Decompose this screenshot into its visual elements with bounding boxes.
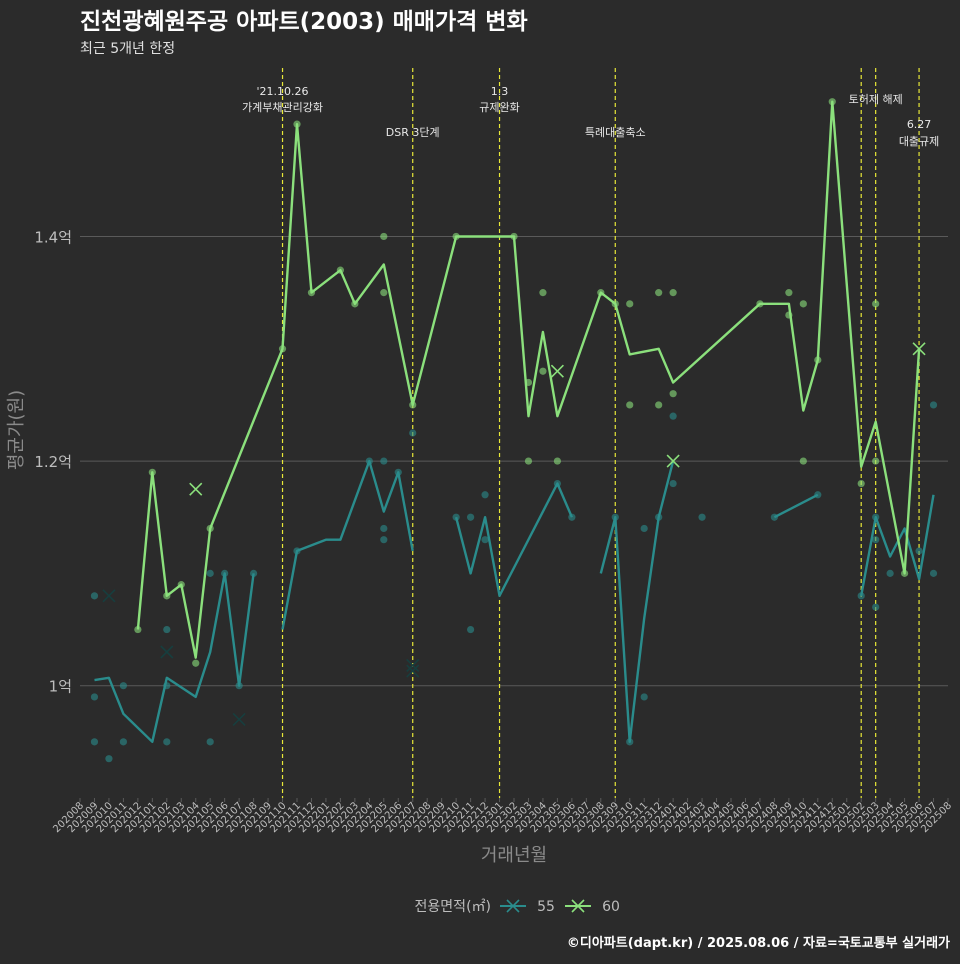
chart-title: 진천광혜원주공 아파트(2003) 매매가격 변화 <box>80 9 528 35</box>
data-point <box>785 289 793 297</box>
data-point <box>698 513 706 521</box>
data-point <box>250 569 258 577</box>
event-label: 가계부채관리강화 <box>242 101 323 114</box>
y-tick-label: 1억 <box>49 678 72 696</box>
data-point <box>90 738 99 746</box>
y-grid <box>80 235 948 687</box>
legend: 전용면적(㎡) 55 60 <box>415 899 620 915</box>
y-tick-label: 1.4억 <box>34 228 72 246</box>
event-label: 규제완화 <box>479 101 519 114</box>
event-label: 특례대출축소 <box>585 126 646 139</box>
data-point <box>872 457 880 465</box>
data-point <box>206 569 214 577</box>
cross-marker <box>102 589 116 603</box>
data-point <box>655 401 663 409</box>
data-point <box>192 659 200 667</box>
event-label: 6.27 <box>907 118 932 131</box>
series-line <box>136 100 921 659</box>
legend-cross <box>506 899 520 913</box>
event-label: 대출규제 <box>899 135 939 148</box>
data-point <box>119 738 127 746</box>
legend-label: 55 <box>537 899 555 915</box>
data-point <box>409 429 417 437</box>
data-point <box>669 479 677 488</box>
data-point <box>467 625 475 634</box>
data-point <box>380 536 388 544</box>
data-point <box>524 457 533 465</box>
series-line <box>773 493 819 519</box>
data-point <box>626 401 634 409</box>
legend-cross <box>571 899 585 913</box>
series-line <box>94 572 255 743</box>
footer-credit: ©디아파트(dapt.kr) / 2025.08.06 / 자료=국토교통부 실… <box>567 935 950 951</box>
data-point <box>886 569 894 577</box>
series-line <box>281 459 414 630</box>
data-point <box>90 592 99 600</box>
cross-marker <box>406 658 420 673</box>
cross-marker <box>666 454 680 468</box>
data-point <box>163 738 171 746</box>
event-label: '21.10.26 <box>257 85 309 98</box>
cross-marker <box>912 342 926 356</box>
data-point <box>655 289 663 297</box>
data-point <box>380 457 388 465</box>
data-point <box>206 738 214 746</box>
series-layer <box>90 98 938 763</box>
data-point <box>669 390 677 398</box>
data-point <box>539 367 547 375</box>
data-point <box>134 625 142 634</box>
data-point <box>481 491 489 499</box>
series-line <box>599 460 675 743</box>
legend-label: 60 <box>602 899 620 915</box>
cross-marker <box>160 645 174 659</box>
cross-marker <box>406 664 420 678</box>
data-point <box>626 300 634 308</box>
data-point <box>553 457 562 465</box>
chart-subtitle: 최근 5개년 한정 <box>80 41 175 57</box>
data-point <box>119 682 127 690</box>
data-point <box>929 569 938 577</box>
data-point <box>929 401 938 409</box>
data-point <box>90 693 99 701</box>
data-point <box>467 513 475 521</box>
event-label: 1.3 <box>491 85 509 98</box>
data-point <box>640 524 648 533</box>
data-point <box>380 289 388 297</box>
data-point <box>481 536 489 544</box>
y-axis-title: 평균가(원) <box>6 390 27 470</box>
data-point <box>799 457 807 465</box>
data-point <box>105 755 113 763</box>
data-point <box>857 479 865 488</box>
y-axis: 1억 1.2억 1.4억 <box>34 228 72 695</box>
data-point <box>669 289 677 297</box>
data-point <box>539 289 547 297</box>
data-point <box>380 232 388 241</box>
y-tick-label: 1.2억 <box>34 453 72 471</box>
data-point <box>163 625 171 634</box>
event-label: DSR 3단계 <box>386 126 440 139</box>
data-point <box>380 524 388 533</box>
x-axis: 2020082020092020102020112020122021012021… <box>51 798 954 835</box>
data-point <box>799 300 807 308</box>
data-point <box>872 300 880 308</box>
data-point <box>640 693 648 701</box>
legend-title: 전용면적(㎡) <box>415 899 491 915</box>
data-point <box>872 603 880 611</box>
data-point <box>669 412 677 420</box>
series-line <box>860 494 935 597</box>
series-line <box>454 482 574 597</box>
data-point <box>872 536 880 544</box>
data-point <box>915 547 923 555</box>
cross-marker <box>550 364 564 378</box>
cross-marker <box>232 712 246 726</box>
event-label: 토허제 해제 <box>849 92 903 106</box>
x-axis-title: 거래년월 <box>481 845 547 866</box>
cross-marker <box>189 482 203 496</box>
data-point <box>857 592 865 600</box>
